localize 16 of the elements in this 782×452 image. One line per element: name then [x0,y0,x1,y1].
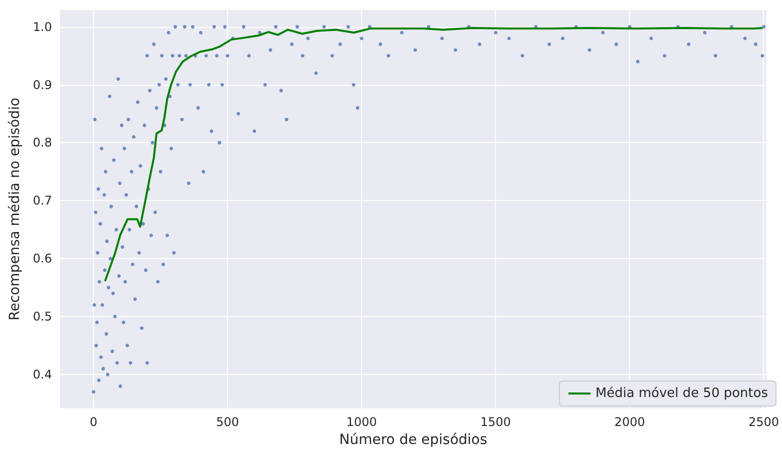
y-tick-label: 0.5 [32,310,52,324]
x-tick-label: 2500 [748,415,780,430]
y-tick-label: 1.0 [32,20,52,34]
y-tick-label: 0.9 [32,78,52,92]
x-axis-title: Número de episódios [339,432,488,448]
y-tick-label: 0.8 [32,136,52,150]
y-tick-label: 0.4 [32,367,52,382]
legend-label: Média móvel de 50 pontos [595,386,768,401]
x-tick-label: 0 [90,415,98,430]
x-tick-label: 2000 [614,415,645,430]
x-tick-label: 1000 [346,415,377,430]
x-tick-label: 1500 [480,415,511,430]
x-tick-label: 500 [216,415,240,430]
y-tick-label: 0.7 [32,194,52,208]
y-axis-title: Recompensa média no episódio [7,98,23,320]
y-tick-label: 0.6 [32,252,52,266]
